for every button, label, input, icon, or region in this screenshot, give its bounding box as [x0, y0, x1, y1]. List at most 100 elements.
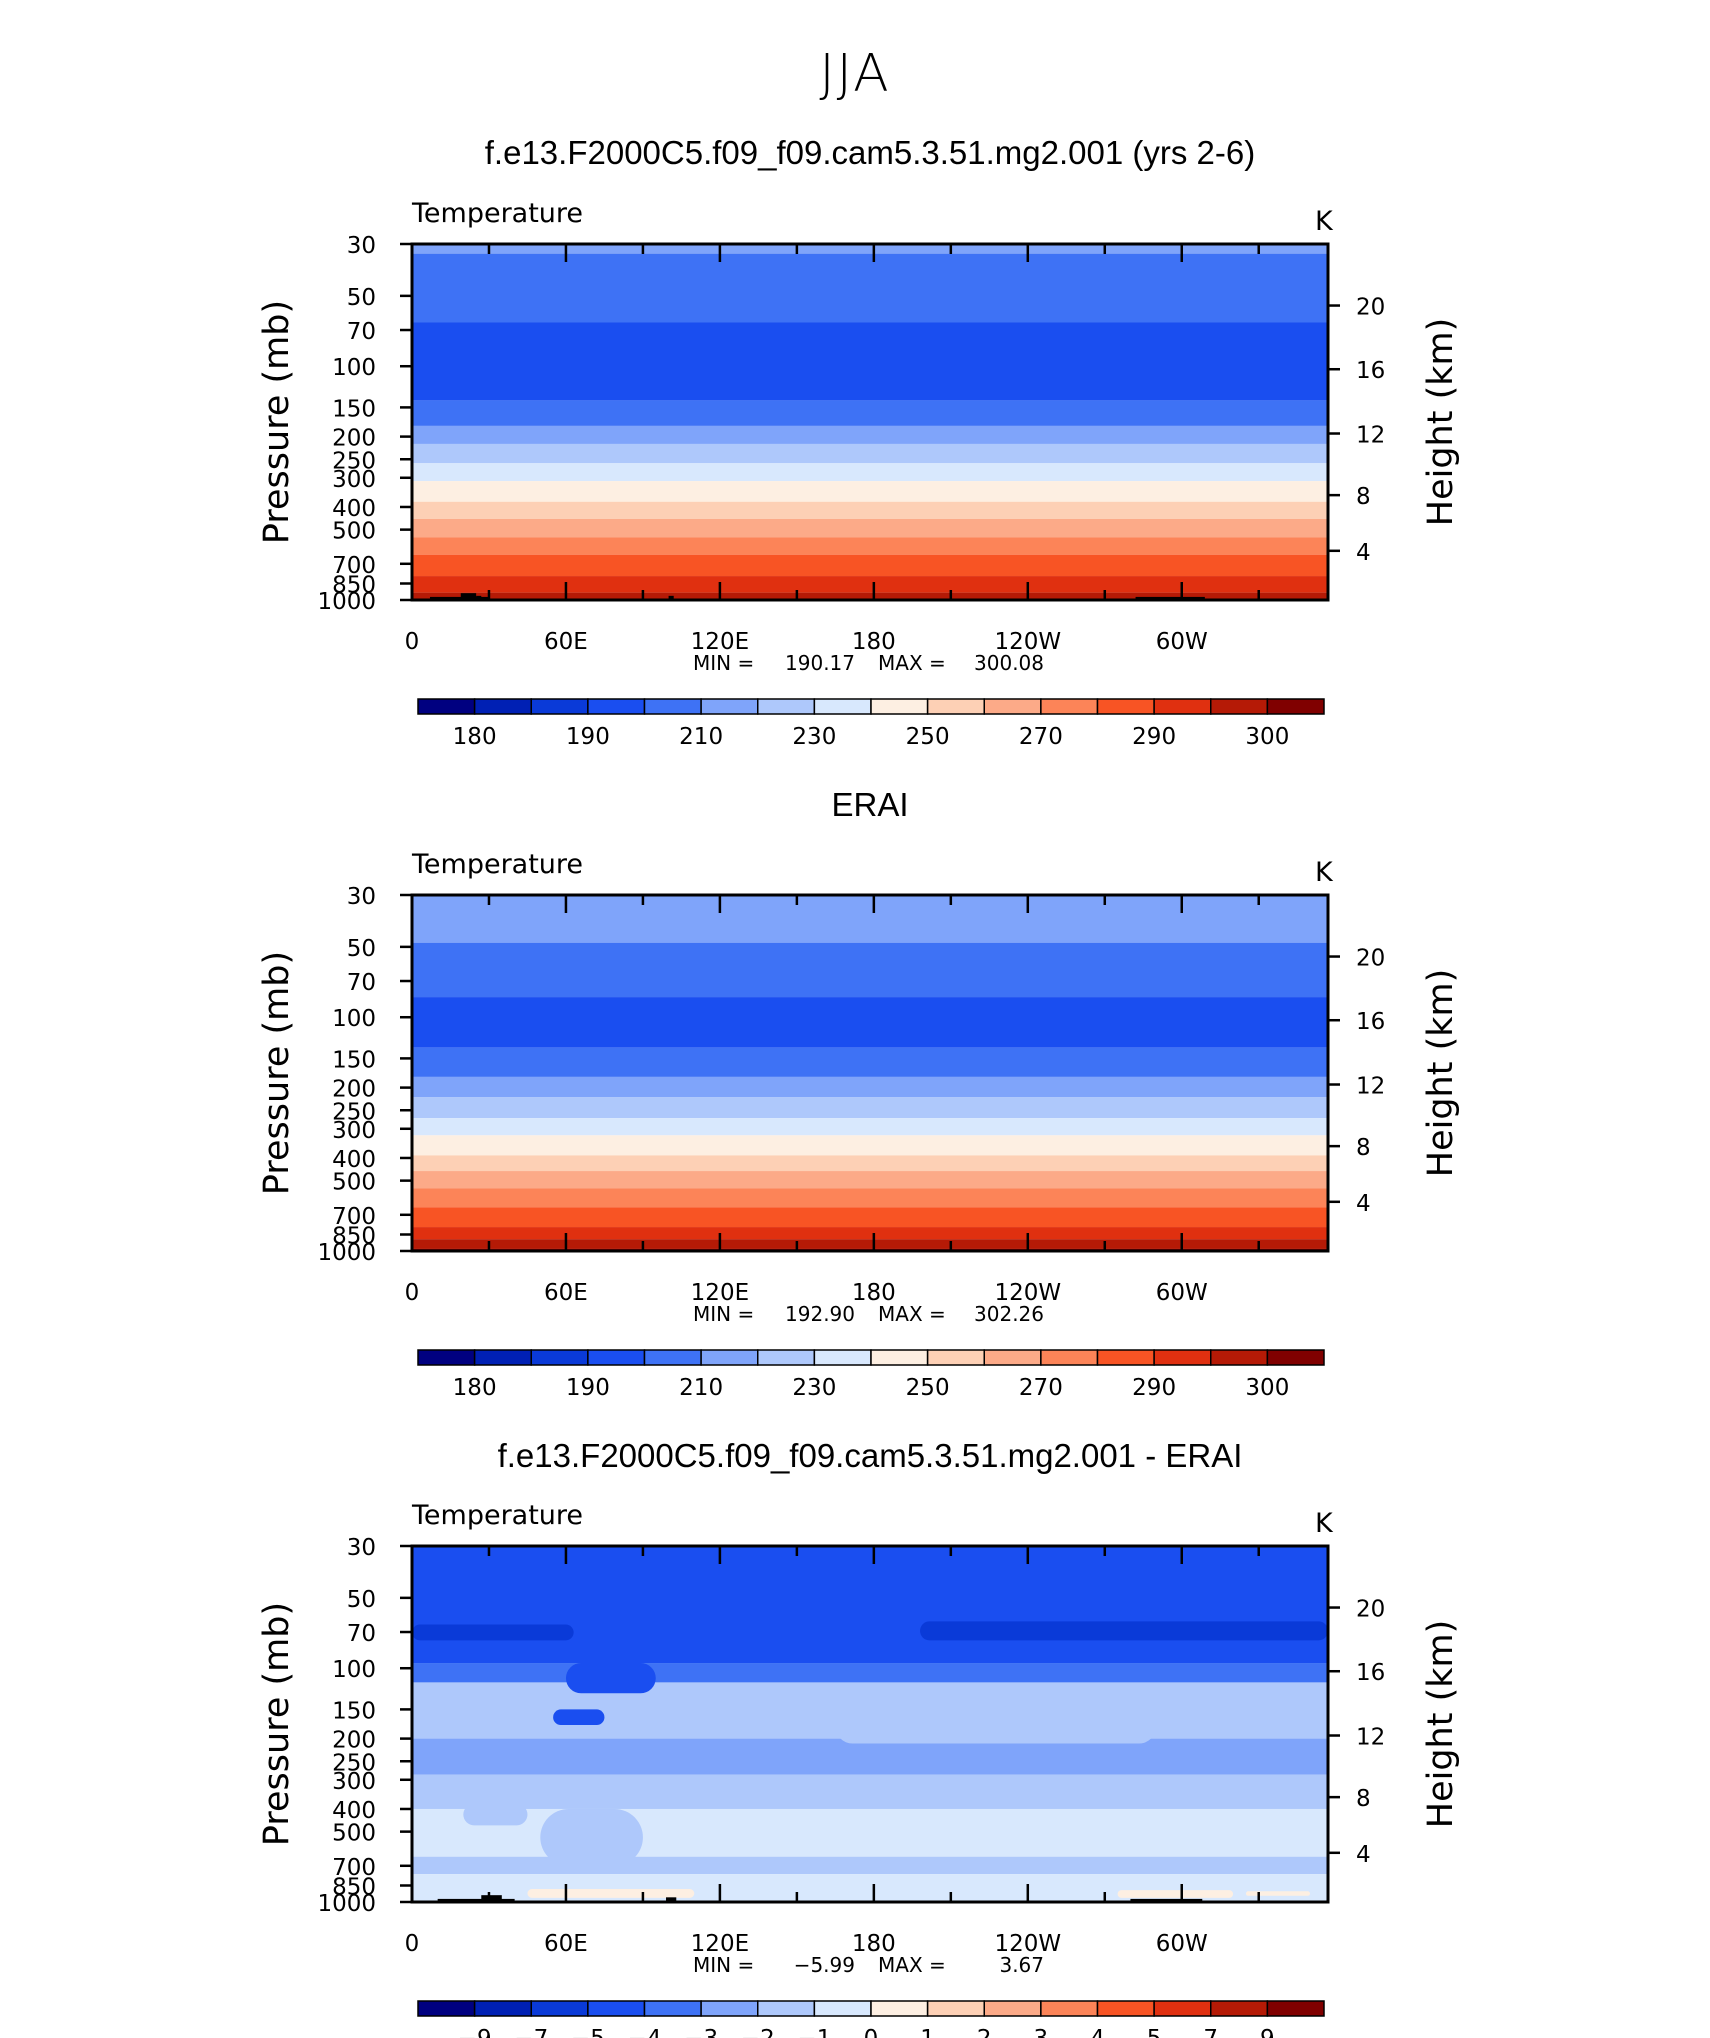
x-tick-label: 60W: [1156, 629, 1208, 655]
max-label: MAX =: [878, 651, 946, 675]
y-right-tick-label: 16: [1356, 358, 1385, 384]
plot-frame: [410, 1544, 1330, 1904]
x-tick-label: 180: [852, 629, 896, 655]
contour-band: [412, 1663, 1328, 1683]
x-tick-label: 180: [852, 1280, 896, 1306]
y-axis-title: Pressure (mb): [257, 300, 297, 544]
contour-band: [412, 253, 1328, 323]
contour-band: [412, 244, 1328, 254]
colorbar-swatch: [643, 698, 702, 715]
colorbar-swatch: [1153, 698, 1212, 715]
y-tick-label: 1000: [317, 1240, 376, 1266]
colorbar-swatch: [813, 1349, 872, 1366]
y-axis-title: Pressure (mb): [257, 1602, 297, 1846]
y-tick-label: 30: [347, 233, 376, 259]
y-right-tick-label: 12: [1356, 1725, 1385, 1751]
colorbar-label: −3: [684, 2026, 718, 2038]
variable-label: Temperature: [411, 1500, 583, 1531]
colorbar-swatch: [870, 2000, 929, 2017]
colorbar-swatch: [1266, 698, 1325, 715]
y-tick-label: 50: [347, 936, 376, 962]
y-tick-label: 500: [332, 1821, 376, 1847]
y-tick-label: 150: [332, 396, 376, 422]
colorbar-swatch: [1096, 2000, 1155, 2017]
colorbar-swatch: [1266, 1349, 1325, 1366]
x-tick-label: 120E: [691, 1280, 749, 1306]
y-tick-label: 300: [332, 467, 376, 493]
units-label: K: [1315, 1508, 1334, 1539]
contour-band: [412, 1155, 1328, 1172]
y-right-tick-label: 8: [1356, 1786, 1371, 1812]
colorbar-swatch: [757, 2000, 816, 2017]
contour-band: [412, 576, 1328, 593]
colorbar-swatch: [530, 698, 589, 715]
colorbar-swatch: [983, 1349, 1042, 1366]
colorbar-swatch: [926, 1349, 985, 1366]
y-tick-label: 200: [332, 1728, 376, 1754]
colorbar-label: 300: [1245, 724, 1289, 750]
colorbar-label: −1: [797, 2026, 831, 2038]
y-tick-label: 500: [332, 519, 376, 545]
contour-band: [412, 1118, 1328, 1136]
contour-band: [412, 1171, 1328, 1189]
contour-feature: [1245, 1891, 1311, 1896]
y-tick-label: 1000: [317, 1891, 376, 1917]
y-tick-label: 400: [332, 1147, 376, 1173]
contour-band: [412, 537, 1328, 555]
panel-2-title: ERAI: [831, 786, 909, 823]
y-tick-label: 250: [332, 448, 376, 474]
colorbar-label: 250: [906, 724, 950, 750]
y-tick-label: 100: [332, 355, 376, 381]
y-tick-label: 1000: [317, 589, 376, 615]
colorbar-swatch: [870, 1349, 929, 1366]
y-tick-label: 70: [347, 1621, 376, 1647]
contour-band: [412, 443, 1328, 464]
colorbar-label: 5: [1147, 2026, 1162, 2038]
y-right-tick-label: 20: [1356, 1597, 1385, 1623]
y-right-tick-label: 12: [1356, 1074, 1385, 1100]
x-tick-label: 60W: [1156, 1280, 1208, 1306]
colorbar-swatch: [1210, 698, 1269, 715]
colorbar-label: 190: [566, 724, 610, 750]
colorbar-swatch: [473, 2000, 532, 2017]
colorbar-label: 250: [906, 1375, 950, 1401]
colorbar-swatch: [983, 698, 1042, 715]
plot-frame: [410, 242, 1330, 602]
topography-mask: [668, 595, 674, 600]
colorbar-swatch: [700, 2000, 759, 2017]
colorbar-label: 230: [792, 724, 836, 750]
max-label: MAX =: [878, 1302, 946, 1326]
contour-band: [412, 1546, 1328, 1664]
x-tick-label: 120W: [994, 1931, 1061, 1957]
contour-band: [412, 1188, 1328, 1208]
colorbar-swatch: [700, 1349, 759, 1366]
colorbar-label: 210: [679, 724, 723, 750]
x-tick-label: 120E: [691, 1931, 749, 1957]
y-tick-label: 50: [347, 1587, 376, 1613]
colorbar-label: −9: [458, 2026, 492, 2038]
colorbar-swatch: [1040, 2000, 1099, 2017]
y-tick-label: 70: [347, 970, 376, 996]
y-tick-label: 50: [347, 285, 376, 311]
y-right-tick-label: 8: [1356, 1135, 1371, 1161]
panel-3-title: f.e13.F2000C5.f09_f09.cam5.3.51.mg2.001 …: [497, 1437, 1243, 1474]
y-right-tick-label: 16: [1356, 1009, 1385, 1035]
min-label: MIN =: [693, 1953, 754, 1977]
contour-feature: [540, 1808, 643, 1866]
y-tick-label: 70: [347, 319, 376, 345]
y-tick-label: 300: [332, 1769, 376, 1795]
colorbar-swatch: [417, 2000, 476, 2017]
max-label: MAX =: [878, 1953, 946, 1977]
min-value: −5.99: [794, 1953, 855, 1977]
contour-feature: [835, 1709, 1157, 1744]
colorbar-swatch: [1040, 1349, 1099, 1366]
y-tick-label: 250: [332, 1099, 376, 1125]
y-tick-label: 150: [332, 1698, 376, 1724]
colorbar-label: 270: [1019, 724, 1063, 750]
y-tick-label: 100: [332, 1006, 376, 1032]
contour-band: [412, 501, 1328, 519]
y-tick-label: 30: [347, 884, 376, 910]
y-tick-label: 850: [332, 1224, 376, 1250]
colorbar-swatch: [587, 698, 646, 715]
contour-band: [412, 1135, 1328, 1156]
